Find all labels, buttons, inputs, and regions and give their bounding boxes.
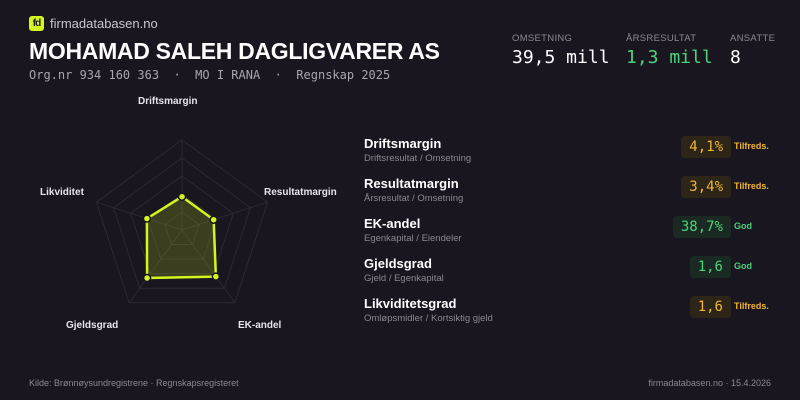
metric-value-badge: 1,6 [689,256,731,278]
metric-row: Gjeldsgrad Gjeld / Egenkapital 1,6 God [364,256,784,292]
metric-status: Tilfreds. [734,141,769,151]
radar-data-point [209,215,218,224]
radar-grid-ring [95,139,269,304]
metric-value-badge: 38,7% [672,216,731,238]
axis-label-gjeldsgrad: Gjeldsgrad [66,320,119,331]
metric-status: God [734,261,752,271]
metric-formula: Gjeld / Egenkapital [364,273,444,284]
metric-status: Tilfreds. [734,301,769,311]
brand-logo[interactable]: fd firmadatabasen.no [29,16,158,31]
radar-grid-ring [130,175,234,275]
axis-label-likviditet: Likviditet [40,187,84,198]
radar-data-point [211,272,221,281]
radar-spoke [128,229,183,304]
radar-data-point [142,273,152,283]
metric-row: Driftsmargin Driftsresultat / Omsetning … [364,136,784,172]
metric-row: EK-andel Egenkapital / Eiendeler 38,7% G… [364,216,784,252]
stat-label: ÅRSRESULTAT [626,33,697,44]
logo-icon: fd [29,16,44,31]
axis-label-ek-andel: EK-andel [238,320,282,331]
metric-status: God [734,221,752,231]
metric-status: Tilfreds. [734,181,769,191]
metric-value-badge: 4,1% [681,136,731,158]
metric-formula: Driftsresultat / Omsetning [364,153,472,164]
metric-name: Likviditetsgrad [364,296,457,311]
radar-spoke [96,201,183,231]
stat-value: 8 [730,47,741,68]
metric-name: Resultatmargin [364,176,459,191]
metric-row: Likviditetsgrad Omløpsmidler / Kortsikti… [364,296,784,332]
radar-data-point [142,214,152,223]
metric-name: Driftsmargin [364,136,442,151]
axis-label-resultatmargin: Resultatmargin [264,187,337,198]
axis-label-driftsmargin: Driftsmargin [138,96,198,107]
company-name: MOHAMAD SALEH DAGLIGVARER AS [29,38,440,64]
radar-data-area [145,195,218,280]
stat-value: 39,5 mill [512,47,610,68]
radar-spoke [181,201,268,231]
metric-formula: Egenkapital / Eiendeler [364,233,462,244]
company-subtitle: Org.nr 934 160 363 · MO I RANA · Regnska… [29,68,391,82]
metric-row: Resultatmargin Årsresultat / Omsetning 3… [364,176,784,212]
metric-formula: Årsresultat / Omsetning [364,193,464,204]
metric-value-badge: 3,4% [681,176,731,198]
radar-grid-ring [112,157,252,289]
stat-omsetning: OMSETNING 39,5 mill [512,33,610,68]
site-name: firmadatabasen.no [50,16,158,31]
radar-spoke [181,229,236,304]
stat-label: OMSETNING [512,33,573,44]
stat-value: 1,3 mill [626,47,713,68]
radar-grid-ring [164,211,200,246]
radar-data-point [177,192,187,201]
footer-right: firmadatabasen.no · 15.4.2026 [648,378,771,388]
metric-value-badge: 1,6 [689,296,731,318]
stat-ansatte: ANSATTE 8 [730,33,775,68]
metric-name: Gjeldsgrad [364,256,432,271]
metric-name: EK-andel [364,216,421,231]
metric-formula: Omløpsmidler / Kortsiktig gjeld [364,313,493,324]
stat-label: ANSATTE [730,33,776,44]
stat-arsresultat: ÅRSRESULTAT 1,3 mill [626,33,713,68]
footer-source: Kilde: Brønnøysundregistrene · Regnskaps… [29,378,239,388]
